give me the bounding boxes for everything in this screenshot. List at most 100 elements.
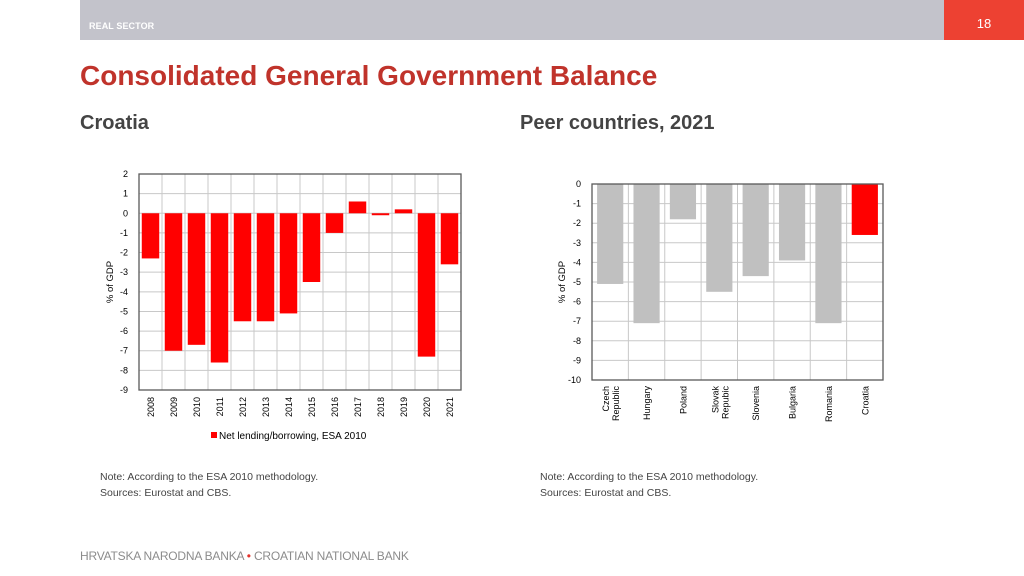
bar-2011 — [210, 213, 229, 363]
y-tick-label: -5 — [573, 277, 581, 287]
bar-2019 — [394, 209, 413, 214]
right-note-line: Note: According to the ESA 2010 methodol… — [540, 471, 759, 483]
x-tick-text: 2019 — [399, 397, 409, 417]
plot-frame — [138, 173, 462, 391]
footer-separator: • — [246, 549, 251, 563]
y-tick-label: -7 — [120, 346, 128, 356]
x-tick-text: 2008 — [146, 397, 156, 417]
y-tick-label: 0 — [123, 208, 128, 218]
x-tick-label: 2019 — [399, 397, 409, 417]
page-number-box: 18 — [944, 0, 1024, 40]
x-tick-label: 2016 — [330, 397, 340, 417]
x-tick-text: Repubic — [720, 386, 730, 420]
x-tick-text: 2021 — [445, 397, 455, 417]
header-bar: REAL SECTOR — [80, 0, 944, 40]
x-tick-label: 2020 — [422, 397, 432, 417]
x-tick-label: 2018 — [376, 397, 386, 417]
bar-hungary — [633, 184, 660, 324]
y-tick-label: -4 — [120, 287, 128, 297]
x-tick-text: Republic — [611, 386, 621, 422]
left-sources-line: Sources: Eurostat and CBS. — [100, 487, 232, 499]
footer-bank-name: HRVATSKA NARODNA BANKA • CROATIAN NATION… — [80, 549, 409, 563]
x-tick-label: Croatia — [860, 386, 870, 415]
x-tick-label: 2014 — [284, 397, 294, 417]
bar-poland — [669, 184, 697, 220]
y-axis-label: % of GDP — [105, 261, 116, 303]
footer-bank-name-en: CROATIAN NATIONAL BANK — [253, 549, 409, 563]
footer-bank-name-hr: HRVATSKA NARODNA BANKA — [80, 549, 244, 563]
bar-bulgaria — [778, 184, 806, 261]
x-tick-text: Croatia — [860, 386, 870, 415]
y-tick-label: -1 — [120, 228, 128, 238]
y-tick-label: -6 — [120, 326, 128, 336]
y-tick-label: 1 — [123, 189, 128, 199]
x-tick-label: 2015 — [307, 397, 317, 417]
x-tick-text: Romania — [824, 386, 834, 422]
bar-2015 — [302, 213, 321, 282]
x-tick-label: 2010 — [192, 397, 202, 417]
bar-2021 — [440, 213, 459, 265]
y-tick-label: -4 — [573, 257, 581, 267]
bar-czech-republic — [597, 184, 624, 284]
x-tick-label: 2008 — [146, 397, 156, 417]
y-tick-label: -9 — [573, 355, 581, 365]
y-tick-label: -5 — [120, 306, 128, 316]
x-tick-label: Romania — [824, 386, 834, 422]
x-tick-text: Hungary — [642, 386, 652, 421]
x-tick-text: Poland — [678, 386, 688, 414]
y-tick-label: -6 — [573, 297, 581, 307]
left-note: Note: According to the ESA 2010 methodol… — [100, 469, 318, 501]
bar-2018 — [371, 213, 390, 216]
bar-2013 — [256, 213, 275, 322]
right-sources-line: Sources: Eurostat and CBS. — [540, 487, 672, 499]
right-note: Note: According to the ESA 2010 methodol… — [540, 469, 758, 501]
legend-label: Net lending/borrowing, ESA 2010 — [219, 431, 367, 442]
right-chart-title: Peer countries, 2021 — [520, 112, 715, 134]
x-tick-label: 2012 — [238, 397, 248, 417]
x-tick-text: 2020 — [422, 397, 432, 417]
legend-swatch — [211, 432, 217, 438]
x-tick-label: 2021 — [445, 397, 455, 417]
x-tick-text: Slovak — [710, 386, 720, 414]
x-tick-text: 2009 — [169, 397, 179, 417]
x-tick-label: 2013 — [261, 397, 271, 417]
y-tick-label: -10 — [568, 375, 581, 385]
y-tick-label: -8 — [120, 365, 128, 375]
plot-frame — [591, 183, 884, 381]
x-tick-label: Slovak Repubic — [710, 386, 730, 420]
section-label: REAL SECTOR — [89, 21, 155, 31]
bar-2012 — [233, 213, 252, 322]
x-tick-text: 2013 — [261, 397, 271, 417]
x-tick-label: Poland — [678, 386, 688, 414]
y-tick-label: -1 — [573, 199, 581, 209]
y-tick-label: 0 — [576, 179, 581, 189]
x-tick-label: 2011 — [215, 397, 225, 416]
bar-2016 — [325, 213, 344, 233]
page-title: Consolidated General Government Balance — [80, 60, 658, 91]
x-tick-text: 2011 — [215, 397, 225, 416]
x-tick-label: 2017 — [353, 397, 363, 417]
page-number: 18 — [976, 16, 992, 31]
y-tick-label: -7 — [573, 316, 581, 326]
y-tick-label: -2 — [120, 248, 128, 258]
left-note-line: Note: According to the ESA 2010 methodol… — [100, 471, 319, 483]
bar-croatia — [851, 184, 878, 235]
y-tick-label: -2 — [573, 218, 581, 228]
y-axis-label: % of GDP — [557, 261, 568, 303]
y-tick-label: -8 — [573, 336, 581, 346]
y-tick-label: -9 — [120, 385, 128, 395]
y-tick-label: 2 — [123, 169, 128, 179]
x-tick-text: 2010 — [192, 397, 202, 417]
left-chart-title: Croatia — [80, 112, 149, 134]
y-tick-label: -3 — [573, 238, 581, 248]
y-tick-label: -3 — [120, 267, 128, 277]
x-tick-text: 2012 — [238, 397, 248, 417]
x-tick-text: Slovenia — [751, 386, 761, 421]
x-tick-text: 2014 — [284, 397, 294, 417]
bar-2010 — [187, 213, 206, 345]
x-tick-label: Czech Republic — [601, 386, 621, 422]
x-tick-label: Bulgaria — [788, 386, 798, 419]
x-tick-text: 2015 — [307, 397, 317, 417]
